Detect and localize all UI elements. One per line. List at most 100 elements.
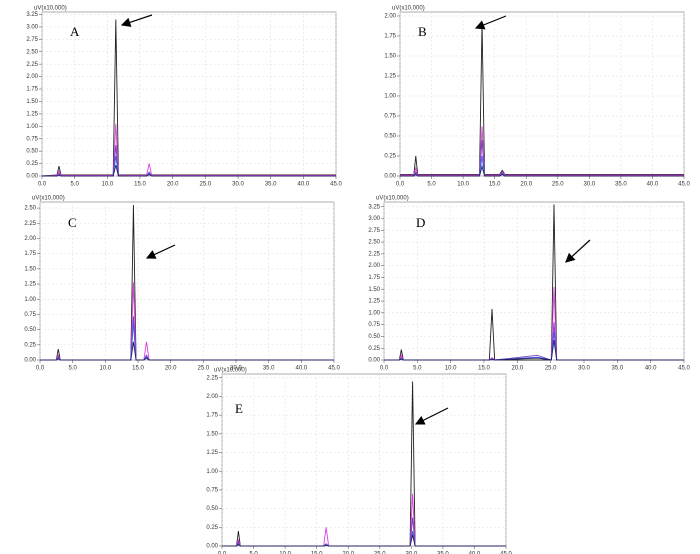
- y-tick-label: 2.00: [384, 14, 396, 20]
- x-tick-label: 25.0: [199, 182, 211, 188]
- y-tick-label: 1.75: [26, 87, 38, 93]
- x-tick-label: 10.0: [457, 182, 469, 188]
- y-tick-label: 1.25: [206, 450, 218, 456]
- x-tick-label: 30.0: [405, 552, 417, 554]
- y-tick-label: 3.00: [26, 24, 38, 30]
- x-tick-label: 20.0: [342, 552, 354, 554]
- chromatogram-line: [384, 340, 684, 361]
- x-tick-label: 15.0: [478, 366, 490, 372]
- y-tick-label: 1.75: [24, 251, 36, 257]
- y-tick-label: 0.75: [24, 312, 36, 318]
- y-axis-label: uV(x10,000): [214, 368, 247, 374]
- y-tick-label: 1.50: [24, 266, 36, 272]
- arrow: [565, 239, 591, 263]
- x-tick-label: 35.0: [437, 552, 449, 554]
- x-tick-label: 25.0: [374, 552, 386, 554]
- x-tick-label: 30.0: [232, 182, 244, 188]
- y-tick-label: 1.75: [384, 34, 396, 40]
- x-tick-label: 15.0: [134, 182, 146, 188]
- y-tick-label: 0.50: [368, 334, 380, 340]
- chromatogram-line: [400, 164, 684, 177]
- chromatogram-line: [42, 145, 336, 177]
- arrow: [120, 14, 153, 27]
- chromatogram-line: [40, 282, 334, 361]
- y-tick-label: 0.00: [368, 358, 380, 364]
- y-axis-label: uV(x10,000): [376, 196, 409, 202]
- panel-label: D: [416, 215, 425, 230]
- chromatogram-line: [41, 123, 336, 177]
- arrow: [145, 244, 176, 259]
- x-tick-label: 0.0: [36, 366, 45, 372]
- x-tick-label: 5.0: [70, 182, 79, 188]
- y-tick-label: 0.75: [384, 114, 396, 120]
- y-tick-label: 1.00: [384, 94, 396, 100]
- y-tick-label: 2.50: [26, 49, 38, 55]
- y-tick-label: 0.00: [206, 544, 218, 550]
- y-tick-label: 1.50: [384, 54, 396, 60]
- x-tick-label: 0.0: [38, 182, 47, 188]
- y-tick-label: 1.00: [206, 469, 218, 475]
- x-tick-label: 45.0: [328, 366, 340, 372]
- x-tick-label: 10.0: [279, 552, 291, 554]
- panel-label: B: [418, 24, 427, 39]
- x-tick-label: 10.0: [101, 182, 113, 188]
- y-tick-label: 1.00: [24, 297, 36, 303]
- x-tick-label: 40.0: [645, 366, 657, 372]
- chromatogram-line: [42, 164, 336, 177]
- y-tick-label: 0.75: [368, 322, 380, 328]
- y-tick-label: 1.75: [368, 275, 380, 281]
- x-tick-label: 10.0: [445, 366, 457, 372]
- plot-frame: [383, 201, 685, 361]
- x-tick-label: 5.0: [427, 182, 436, 188]
- y-tick-label: 0.50: [26, 149, 38, 155]
- y-tick-label: 2.75: [368, 228, 380, 234]
- y-tick-label: 0.00: [384, 174, 396, 180]
- x-tick-label: 40.0: [469, 552, 481, 554]
- y-tick-label: 3.00: [368, 216, 380, 222]
- x-tick-label: 10.0: [99, 366, 111, 372]
- y-tick-label: 1.25: [26, 111, 38, 117]
- x-tick-label: 15.0: [311, 552, 323, 554]
- x-tick-label: 35.0: [263, 366, 275, 372]
- y-tick-label: 1.25: [368, 299, 380, 305]
- x-tick-label: 5.0: [249, 552, 258, 554]
- y-tick-label: 2.75: [26, 37, 38, 43]
- x-tick-label: 35.0: [265, 182, 277, 188]
- plot-frame: [39, 201, 335, 361]
- x-tick-label: 45.0: [500, 552, 512, 554]
- chromatogram-line: [40, 341, 334, 361]
- x-tick-label: 0.0: [396, 182, 405, 188]
- y-tick-label: 1.50: [368, 287, 380, 293]
- y-tick-label: 0.25: [24, 342, 36, 348]
- x-tick-label: 45.0: [678, 182, 690, 188]
- x-tick-label: 45.0: [678, 366, 690, 372]
- y-tick-label: 0.25: [206, 525, 218, 531]
- y-tick-label: 0.25: [368, 346, 380, 352]
- y-tick-label: 0.25: [384, 154, 396, 160]
- chromatogram-line: [400, 126, 684, 176]
- x-tick-label: 25.0: [552, 182, 564, 188]
- panel-label: A: [70, 24, 80, 39]
- y-tick-label: 2.00: [24, 236, 36, 242]
- y-tick-label: 2.25: [24, 221, 36, 227]
- y-tick-label: 0.75: [26, 136, 38, 142]
- y-tick-label: 1.25: [24, 282, 36, 288]
- y-tick-label: 0.75: [206, 487, 218, 493]
- chromatogram-line: [40, 316, 334, 361]
- x-tick-label: 5.0: [68, 366, 77, 372]
- x-tick-label: 30.0: [583, 182, 595, 188]
- x-tick-label: 0.0: [218, 552, 227, 554]
- x-tick-label: 20.0: [165, 366, 177, 372]
- x-tick-label: 20.0: [520, 182, 532, 188]
- y-tick-label: 0.50: [206, 506, 218, 512]
- x-tick-label: 5.0: [413, 366, 422, 372]
- y-tick-label: 2.50: [368, 240, 380, 246]
- x-tick-label: 40.0: [297, 182, 309, 188]
- y-tick-label: 2.25: [206, 375, 218, 381]
- y-tick-label: 0.00: [24, 358, 36, 364]
- x-tick-label: 25.0: [197, 366, 209, 372]
- plot-frame: [399, 11, 685, 177]
- y-tick-label: 3.25: [368, 204, 380, 210]
